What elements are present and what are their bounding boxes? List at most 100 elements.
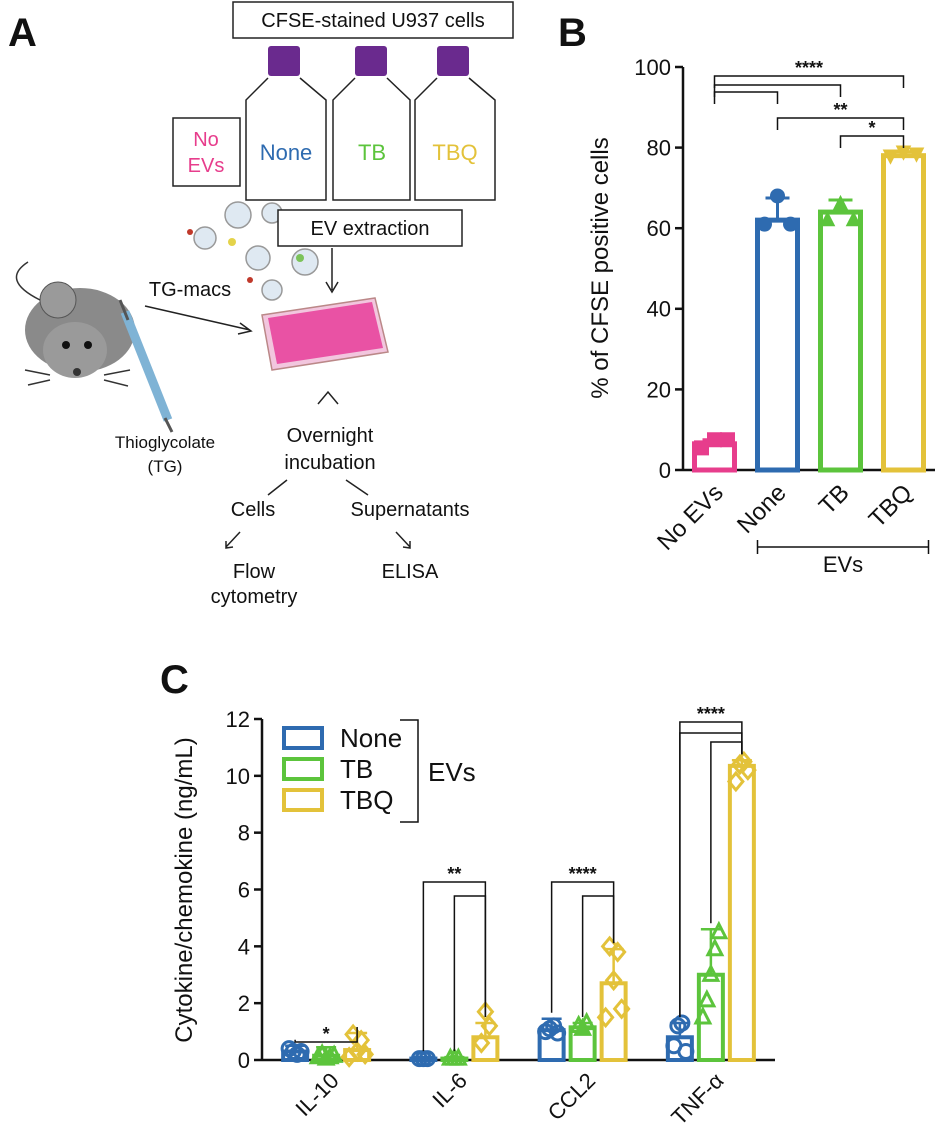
x-tick-label: IL-6 <box>427 1068 471 1112</box>
mouse <box>15 261 135 387</box>
y-tick-label: 100 <box>634 55 671 80</box>
y-tick-label: 80 <box>647 136 671 161</box>
vesicle-dot <box>296 254 304 262</box>
y-tick-label: 8 <box>238 821 250 846</box>
elisa-label: ELISA <box>382 561 439 583</box>
flask <box>332 77 411 201</box>
significance-bracket <box>713 84 842 97</box>
group-label: EVs <box>823 552 863 577</box>
arrow <box>144 305 253 335</box>
x-tick-label: TNF-α <box>666 1068 728 1130</box>
data-point <box>292 1042 310 1060</box>
x-tick-label: None <box>732 479 792 539</box>
y-tick-label: 20 <box>647 377 671 402</box>
vesicle <box>224 201 252 229</box>
mouse-eye <box>62 341 70 349</box>
significance-bracket <box>294 1027 358 1043</box>
ev-box <box>277 209 463 247</box>
y-tick-label: 40 <box>647 297 671 322</box>
data-point <box>705 937 725 957</box>
legend-group-label: EVs <box>428 757 476 787</box>
vesicle <box>193 226 217 250</box>
data-point <box>577 1011 597 1031</box>
y-tick-label: 4 <box>238 934 250 959</box>
panel-label: B <box>558 11 587 55</box>
thioglycolate: (TG) <box>148 457 183 476</box>
vesicle <box>261 279 283 301</box>
vesicle <box>291 248 319 276</box>
flask-cap <box>437 46 469 76</box>
data-point <box>418 1050 436 1068</box>
flasks <box>245 46 496 201</box>
significance-bracket <box>713 91 779 104</box>
data-point <box>845 210 862 227</box>
mouse-ear <box>39 281 77 319</box>
data-point <box>549 1024 567 1042</box>
data-point <box>697 988 717 1008</box>
significance-bracket <box>713 75 905 88</box>
supernatants-label: Supernatants <box>351 499 470 521</box>
bar <box>696 972 725 1062</box>
legend-bracket <box>400 719 419 823</box>
mouse-head <box>43 322 107 378</box>
flask-label: TB <box>358 140 386 165</box>
x-tick-label: TBQ <box>864 479 918 533</box>
data-point <box>673 1014 691 1032</box>
no-evs-box <box>172 117 241 187</box>
data-point <box>770 188 785 204</box>
data-point <box>596 1006 615 1029</box>
data-point <box>324 1044 344 1063</box>
data-point <box>707 432 722 448</box>
y-tick-label: 2 <box>238 991 250 1016</box>
x-tick-label: CCL2 <box>543 1068 600 1125</box>
data-point <box>612 998 631 1020</box>
arrow <box>325 248 339 294</box>
arrow-head <box>317 390 339 405</box>
legend-swatch <box>282 757 324 781</box>
y-tick-label: 0 <box>659 458 671 483</box>
flask-label: None <box>260 140 313 165</box>
significance-label: **** <box>569 864 597 884</box>
data-point <box>709 920 729 940</box>
data-point <box>604 969 623 992</box>
syringe <box>120 310 173 422</box>
vesicle <box>245 245 271 271</box>
x-tick-label: TB <box>814 479 855 520</box>
flask <box>414 77 496 201</box>
data-point <box>726 770 745 793</box>
data-point <box>783 216 798 232</box>
vesicle-dot <box>187 229 193 235</box>
no-evs-label: EVs <box>188 155 225 177</box>
arrows <box>225 531 411 549</box>
data-point <box>908 147 925 163</box>
title-box <box>232 1 514 39</box>
flow-label: Flow <box>233 561 276 583</box>
data-point <box>720 432 735 448</box>
data-point <box>693 1006 713 1025</box>
vesicle-dot <box>228 238 236 246</box>
incubation: Overnight <box>287 425 374 447</box>
data-point <box>819 210 836 227</box>
significance-label: **** <box>697 704 725 724</box>
tg-macs: TG-macs <box>149 279 231 301</box>
cells-label: Cells <box>231 499 275 521</box>
significance-bracket <box>581 895 615 1018</box>
thioglycolate: Thioglycolate <box>115 433 215 452</box>
data-point <box>448 1047 468 1066</box>
legend-swatch <box>282 788 324 812</box>
y-axis-label: Cytokine/chemokine (ng/mL) <box>171 737 198 1042</box>
data-point <box>356 1043 375 1066</box>
significance-label: ** <box>833 100 847 120</box>
vesicle-dot <box>247 277 253 283</box>
y-tick-label: 10 <box>226 764 250 789</box>
panel-a: A CFSE-stained U937 cells None TB TBQ No… <box>8 1 514 608</box>
panel-label: C <box>160 658 189 702</box>
significance-bracket <box>776 117 905 130</box>
no-evs-label: No <box>193 129 219 151</box>
flow-label: cytometry <box>211 586 298 608</box>
significance-label: **** <box>795 58 823 78</box>
flask-cap <box>268 46 300 76</box>
legend-label: TBQ <box>340 785 393 815</box>
